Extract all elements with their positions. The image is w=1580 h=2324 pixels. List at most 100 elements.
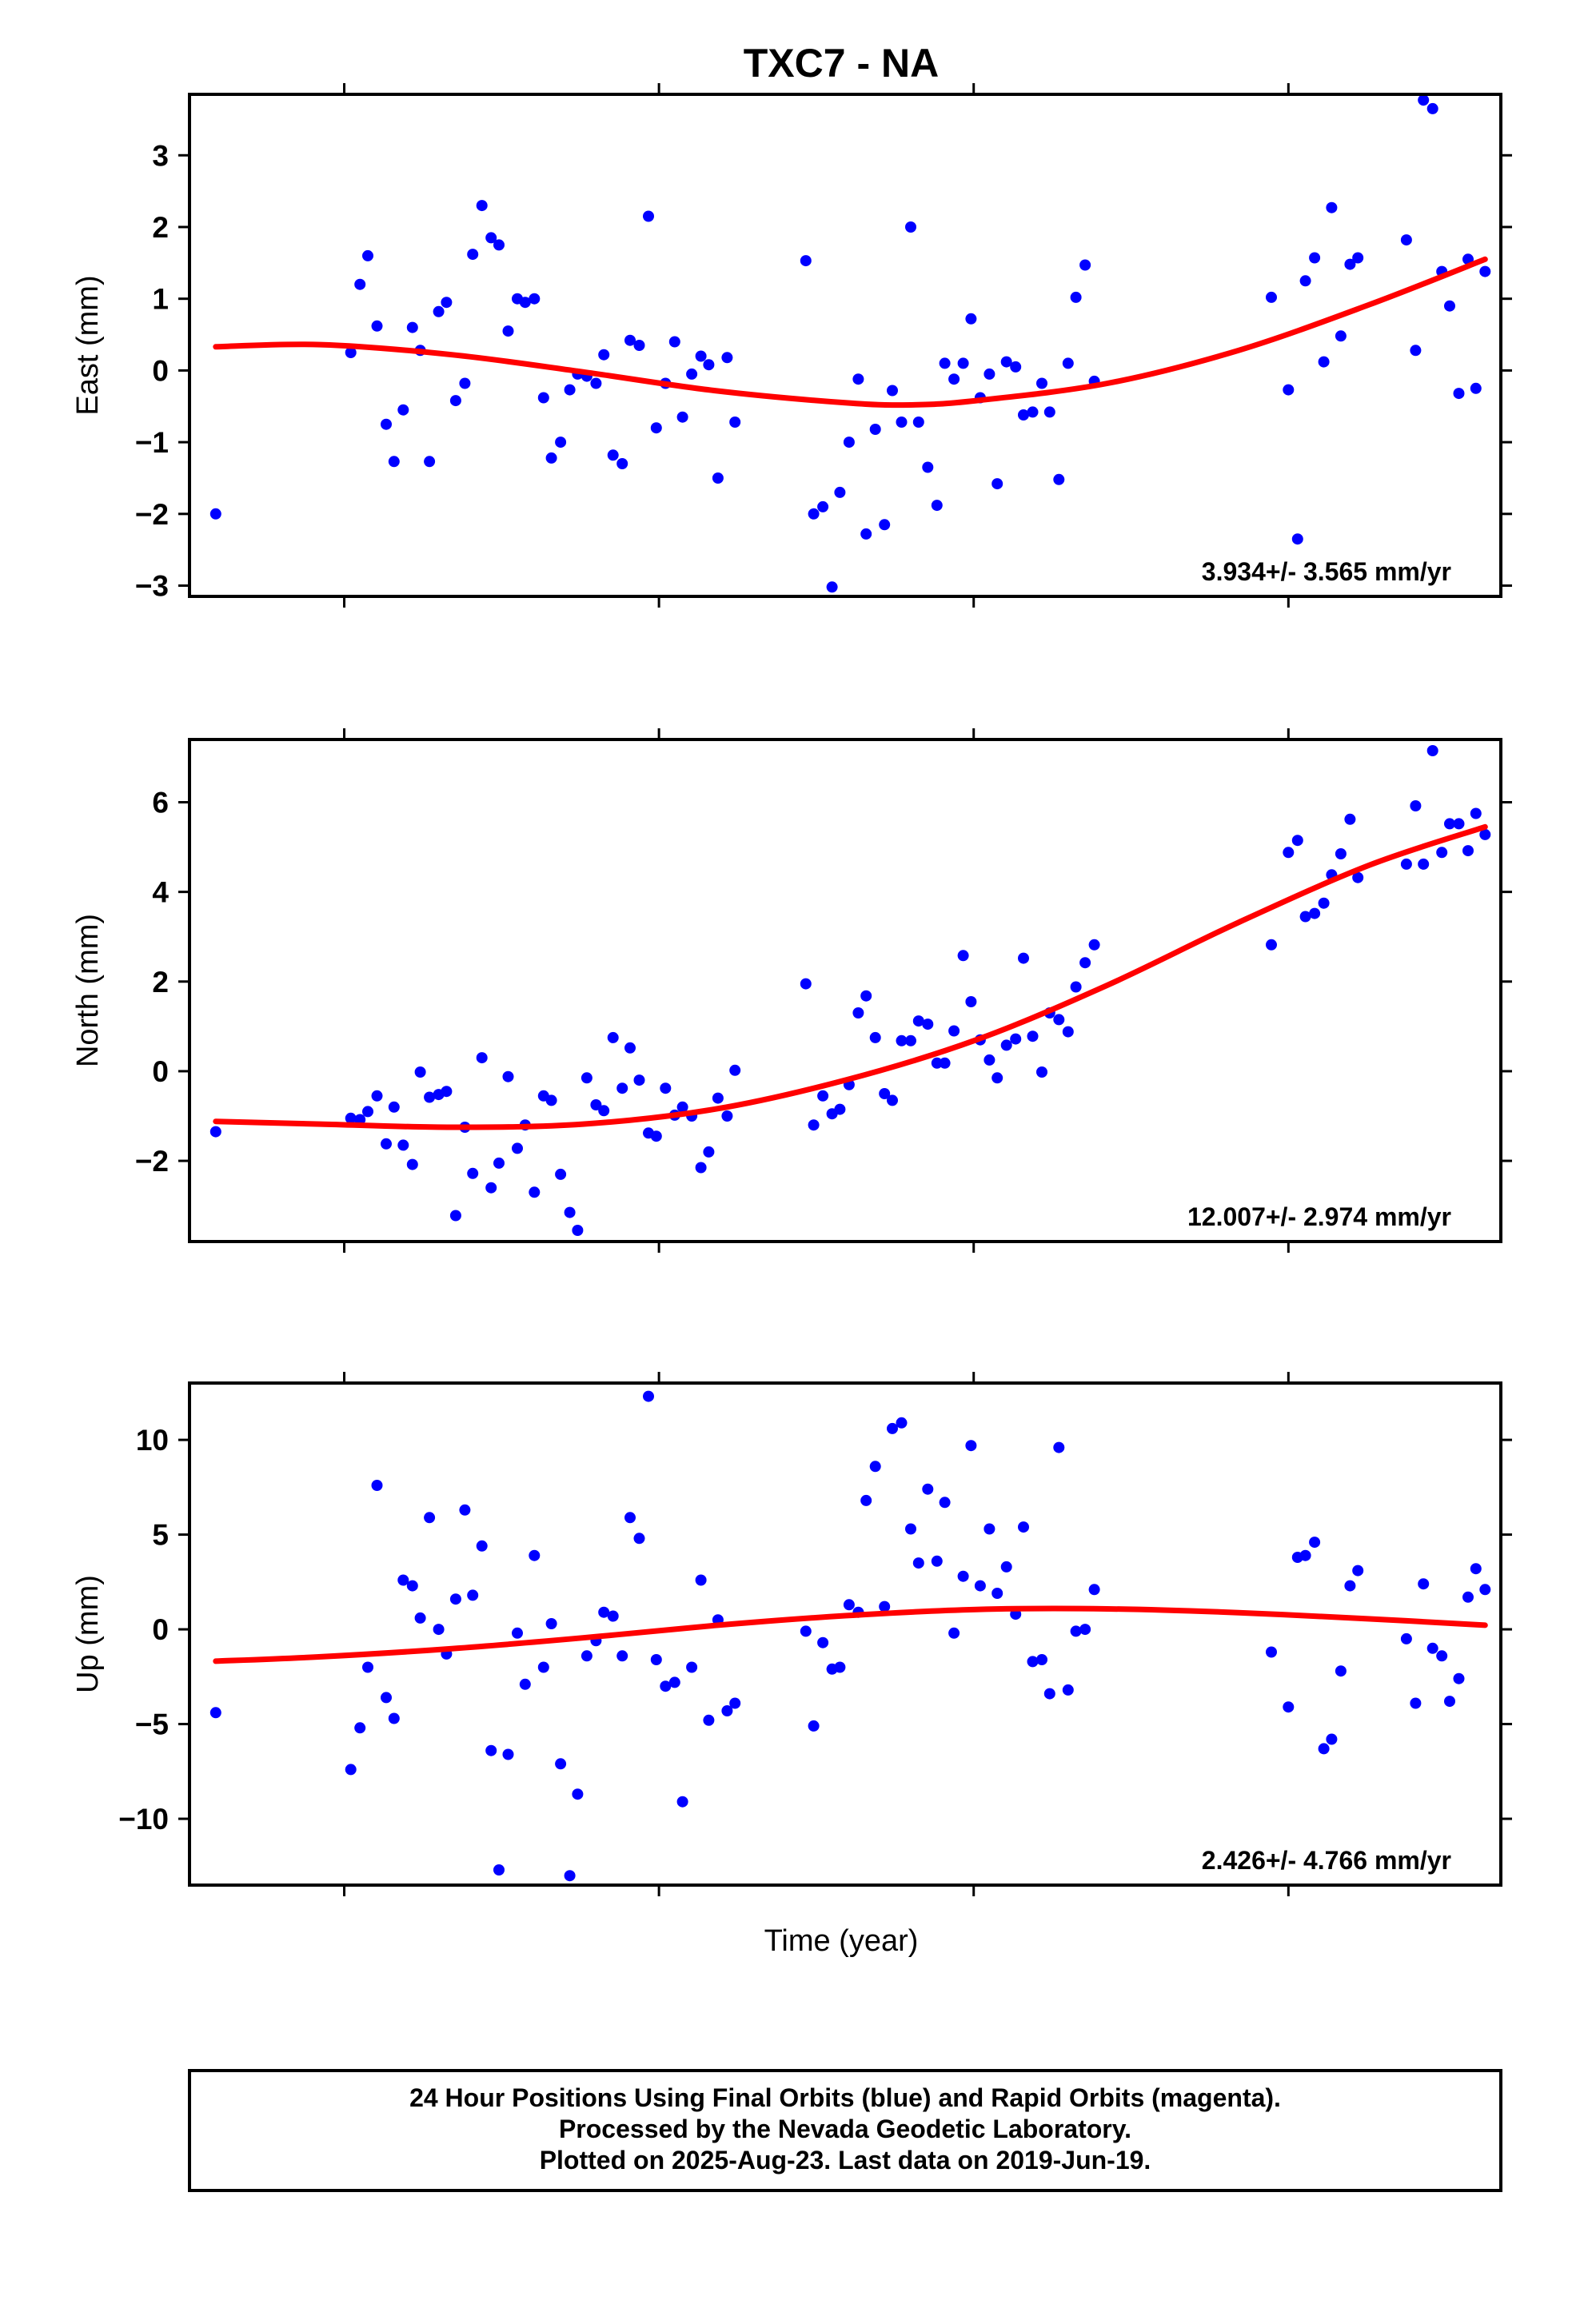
east-data-point	[345, 347, 357, 358]
up-data-point	[1344, 1580, 1356, 1592]
east-data-point	[1453, 388, 1465, 400]
up-data-point	[371, 1480, 383, 1491]
east-data-point	[957, 357, 969, 369]
east-data-point	[896, 417, 908, 428]
east-data-point	[1479, 265, 1491, 277]
north-data-point	[441, 1086, 453, 1098]
east-data-point	[1291, 533, 1303, 545]
north-data-point	[984, 1054, 995, 1066]
east-data-point	[1027, 406, 1039, 418]
up-data-point	[555, 1758, 567, 1770]
north-data-point	[948, 1025, 960, 1037]
up-data-point	[1266, 1646, 1277, 1658]
north-data-point	[1018, 952, 1029, 964]
north-data-point	[939, 1057, 951, 1069]
up-data-point	[209, 1707, 221, 1719]
up-data-point	[1043, 1688, 1055, 1700]
up-data-point	[643, 1390, 654, 1402]
east-data-point	[1062, 357, 1074, 369]
north-data-point	[633, 1074, 645, 1086]
north-data-point	[650, 1130, 662, 1142]
east-data-point	[424, 456, 436, 468]
north-data-point	[695, 1162, 707, 1174]
east-data-point	[905, 221, 916, 233]
up-data-point	[424, 1512, 436, 1524]
east-panel: −3 −2 −1 0 1 2 3 East (mm) 3.934+/- 3.565 mm/yr	[71, 83, 1512, 608]
north-data-point	[1291, 835, 1303, 847]
north-data-point	[512, 1142, 523, 1154]
north-data-point	[965, 996, 977, 1007]
up-data-point	[607, 1610, 619, 1622]
east-data-point	[485, 232, 497, 244]
up-data-point	[512, 1627, 523, 1639]
north-data-point	[476, 1052, 488, 1064]
north-y-tick-label: 6	[152, 787, 169, 819]
up-data-point	[502, 1748, 514, 1760]
north-frame	[188, 738, 1502, 1243]
up-data-point	[984, 1523, 995, 1535]
north-data-point	[485, 1182, 497, 1194]
north-data-point	[808, 1119, 820, 1131]
north-y-tick-label: 4	[152, 876, 169, 909]
up-data-point	[905, 1523, 916, 1535]
north-data-point	[887, 1094, 898, 1106]
plot-title: TXC7 - NA	[744, 41, 939, 86]
north-data-point	[381, 1138, 392, 1150]
east-data-point	[1018, 409, 1029, 421]
up-data-point	[695, 1574, 707, 1586]
north-data-point	[545, 1094, 557, 1106]
up-data-point	[537, 1661, 549, 1673]
north-data-point	[1000, 1039, 1012, 1051]
east-y-tick-label: 1	[152, 283, 169, 316]
north-data-point	[1479, 828, 1491, 840]
up-fit-curve	[213, 1605, 1488, 1664]
up-data-point	[388, 1712, 400, 1724]
north-y-axis-label: North (mm)	[71, 914, 105, 1067]
east-data-point	[519, 297, 531, 309]
east-data-point	[598, 349, 610, 361]
north-data-point	[1299, 911, 1311, 923]
up-data-point	[1283, 1701, 1295, 1713]
up-data-point	[676, 1796, 688, 1808]
east-data-point	[922, 461, 934, 473]
east-data-point	[668, 336, 680, 348]
east-data-point	[643, 210, 654, 222]
up-frame	[188, 1381, 1502, 1887]
up-data-point	[965, 1440, 977, 1452]
east-data-point	[545, 452, 557, 464]
east-data-point	[843, 436, 855, 448]
east-data-point	[467, 249, 479, 261]
east-data-point	[1410, 345, 1422, 357]
east-data-point	[1444, 300, 1455, 312]
up-data-point	[1027, 1656, 1039, 1668]
east-data-point	[1426, 102, 1438, 114]
east-data-point	[650, 422, 662, 434]
up-data-point	[345, 1764, 357, 1776]
east-data-point	[1344, 258, 1356, 270]
east-data-point	[362, 249, 373, 261]
up-data-point	[957, 1570, 969, 1582]
up-data-point	[449, 1593, 461, 1605]
east-data-point	[371, 320, 383, 332]
up-data-point	[1053, 1441, 1065, 1453]
north-rate-label: 12.007+/- 2.974 mm/yr	[1187, 1202, 1451, 1231]
up-data-point	[808, 1720, 820, 1732]
north-data-point	[467, 1167, 479, 1179]
north-data-point	[860, 990, 872, 1002]
north-data-point	[721, 1110, 733, 1122]
up-data-point	[1070, 1625, 1082, 1637]
north-data-point	[1079, 957, 1091, 969]
east-data-point	[826, 581, 838, 593]
up-data-point	[721, 1705, 733, 1716]
footer-frame	[188, 2069, 1502, 2192]
north-data-point	[1418, 858, 1430, 870]
north-data-point	[1283, 847, 1295, 859]
up-data-point	[660, 1680, 672, 1692]
up-data-point	[1326, 1733, 1338, 1745]
up-data-point	[433, 1624, 445, 1636]
north-data-point	[712, 1092, 724, 1104]
up-data-point	[581, 1650, 592, 1662]
east-data-point	[721, 352, 733, 364]
north-data-point	[1318, 897, 1330, 909]
